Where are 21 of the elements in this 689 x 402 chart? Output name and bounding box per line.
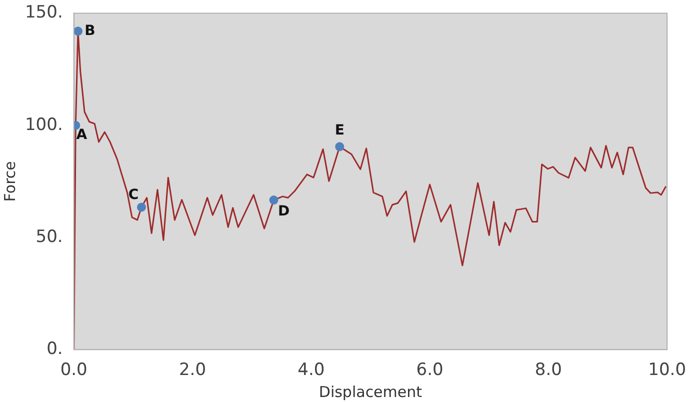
annotation: E: [334, 122, 344, 138]
x-tick-label: 6.0: [416, 360, 444, 380]
y-tick-label: 0.: [46, 339, 63, 360]
annotation: A: [76, 126, 88, 143]
y-tick-label: 50.: [36, 226, 63, 247]
x-tick-label: 2.0: [178, 360, 206, 380]
y-tick-label: 100.: [24, 114, 63, 135]
x-axis-title: Displacement: [318, 382, 422, 401]
annotation: D: [278, 204, 290, 220]
y-axis-title: Force: [0, 161, 19, 202]
point: [335, 142, 344, 152]
x-tick-label: 8.0: [534, 360, 562, 380]
point: [74, 26, 83, 36]
annotation: C: [128, 186, 139, 203]
point: [269, 196, 278, 205]
annotation: B: [84, 22, 96, 39]
x-tick-label: 0.0: [60, 360, 88, 380]
x-tick-label: 10.0: [648, 360, 686, 380]
y-tick-label: 150.: [24, 2, 63, 23]
x-tick-label: 4.0: [298, 360, 325, 380]
point: [136, 202, 146, 212]
